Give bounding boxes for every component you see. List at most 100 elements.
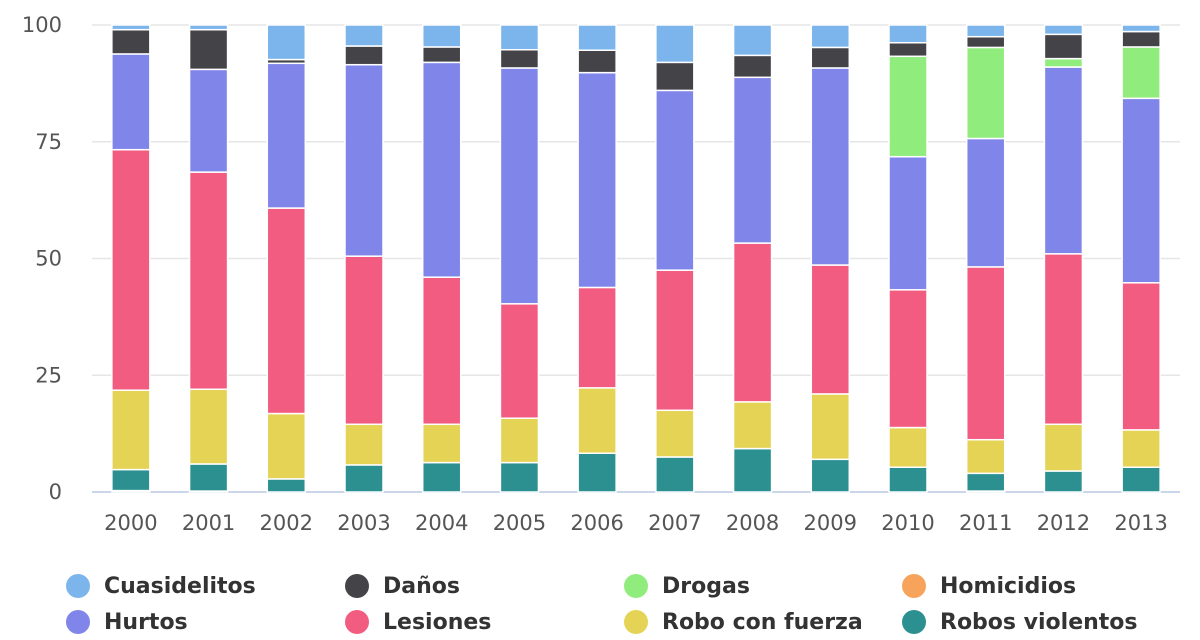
bar-segment-cuasidelitos	[344, 24, 384, 47]
bar-segment-robo-con-fuerza	[421, 423, 462, 464]
bar-stacks	[111, 24, 1161, 493]
bar-segment-robo-con-fuerza	[499, 417, 540, 464]
bar-segment-lesiones	[810, 264, 851, 395]
legend: Cuasidelitos Daños Drogas Homicidios Hurtos L…	[0, 566, 1200, 640]
legend-marker	[345, 574, 369, 598]
bar-segment-hurtos	[111, 53, 151, 151]
legend-label: Robos violentos	[940, 609, 1138, 635]
bar-segment-hurtos	[577, 71, 617, 289]
bar-segment-daños	[888, 41, 928, 58]
bar-segment-robos-violentos	[188, 463, 229, 492]
bar-segment-drogas	[1043, 57, 1084, 68]
x-tick-label: 2007	[648, 511, 701, 535]
bar-stack-2013	[1121, 24, 1161, 493]
bar-segment-daños	[965, 35, 1006, 49]
bar-segment-robo-con-fuerza	[111, 389, 151, 471]
bar-stack-2009	[810, 24, 851, 493]
legend-label: Daños	[383, 573, 460, 599]
bar-segment-cuasidelitos	[111, 24, 151, 31]
legend-item[interactable]: Homicidios	[902, 570, 1076, 602]
bar-segment-cuasidelitos	[888, 24, 928, 44]
bar-stack-2000	[111, 24, 151, 493]
y-axis-tick-labels: 0 25 50 75 100	[22, 13, 62, 504]
bar-segment-robos-violentos	[965, 472, 1006, 492]
x-tick-label: 2001	[182, 511, 235, 535]
x-tick-label: 2011	[959, 511, 1012, 535]
bar-segment-hurtos	[266, 62, 307, 209]
bar-segment-cuasidelitos	[732, 24, 773, 57]
bar-segment-lesiones	[1121, 282, 1161, 431]
bar-segment-daños	[655, 61, 695, 92]
bar-stack-2006	[577, 24, 617, 493]
gridlines	[92, 24, 1180, 493]
legend-item[interactable]: Daños	[345, 570, 460, 602]
bar-segment-cuasidelitos	[577, 24, 617, 51]
legend-marker	[624, 574, 648, 598]
bar-segment-daños	[810, 46, 851, 69]
bar-segment-robo-con-fuerza	[188, 388, 229, 465]
bar-segment-cuasidelitos	[1043, 24, 1084, 36]
x-tick-label: 2002	[260, 511, 313, 535]
bar-segment-cuasidelitos	[188, 24, 229, 31]
bar-segment-robos-violentos	[1043, 470, 1084, 493]
bar-segment-robo-con-fuerza	[1121, 429, 1161, 468]
y-tick-label: 25	[35, 363, 62, 387]
x-tick-label: 2003	[337, 511, 390, 535]
legend-marker	[902, 574, 926, 598]
x-tick-label: 2006	[570, 511, 623, 535]
bar-stack-2001	[188, 24, 229, 493]
bar-segment-cuasidelitos	[1121, 24, 1161, 33]
bar-segment-daños	[732, 54, 773, 79]
bar-segment-robos-violentos	[810, 458, 851, 493]
legend-label: Cuasidelitos	[104, 573, 256, 599]
legend-item[interactable]: Robos violentos	[902, 606, 1138, 638]
legend-label: Robo con fuerza	[662, 609, 863, 635]
bar-segment-drogas	[888, 55, 928, 158]
legend-label: Hurtos	[104, 609, 188, 635]
bar-segment-hurtos	[810, 67, 851, 266]
bar-segment-cuasidelitos	[499, 24, 540, 51]
bar-segment-daños	[1043, 33, 1084, 60]
bar-segment-hurtos	[499, 67, 540, 305]
bar-segment-hurtos	[421, 61, 462, 278]
legend-marker	[66, 610, 90, 634]
legend-marker	[902, 610, 926, 634]
bar-segment-lesiones	[499, 303, 540, 419]
bar-segment-cuasidelitos	[421, 24, 462, 48]
x-tick-label: 2008	[726, 511, 779, 535]
bar-segment-hurtos	[1043, 66, 1084, 255]
bar-segment-robos-violentos	[499, 461, 540, 493]
bar-segment-daños	[499, 49, 540, 69]
legend-item[interactable]: Lesiones	[345, 606, 491, 638]
bar-segment-lesiones	[577, 286, 617, 389]
bar-segment-robo-con-fuerza	[965, 438, 1006, 475]
bar-stack-2011	[965, 24, 1006, 493]
legend-item[interactable]: Cuasidelitos	[66, 570, 256, 602]
bar-segment-lesiones	[111, 148, 151, 391]
bar-segment-robo-con-fuerza	[732, 401, 773, 450]
bar-segment-lesiones	[732, 242, 773, 403]
bar-segment-lesiones	[965, 266, 1006, 441]
y-tick-label: 100	[22, 13, 62, 37]
x-tick-label: 2000	[104, 511, 157, 535]
bar-segment-robo-con-fuerza	[888, 426, 928, 468]
legend-label: Lesiones	[383, 609, 492, 635]
x-tick-label: 2004	[415, 511, 468, 535]
bar-segment-robos-violentos	[1121, 466, 1161, 493]
bar-segment-daños	[344, 45, 384, 66]
bar-segment-hurtos	[188, 68, 229, 173]
bar-segment-daños	[111, 28, 151, 55]
x-tick-label: 2013	[1114, 511, 1167, 535]
bar-segment-lesiones	[1043, 253, 1084, 426]
legend-item[interactable]: Hurtos	[66, 606, 188, 638]
bar-stack-2012	[1043, 24, 1084, 493]
legend-item[interactable]: Robo con fuerza	[624, 606, 863, 638]
x-tick-label: 2009	[804, 511, 857, 535]
bar-segment-robos-violentos	[577, 452, 617, 493]
legend-item[interactable]: Drogas	[624, 570, 750, 602]
bar-segment-robo-con-fuerza	[344, 423, 384, 466]
bar-segment-lesiones	[344, 255, 384, 426]
bar-segment-robos-violentos	[732, 447, 773, 493]
bar-segment-robos-violentos	[655, 456, 695, 493]
bar-segment-robos-violentos	[421, 461, 462, 493]
